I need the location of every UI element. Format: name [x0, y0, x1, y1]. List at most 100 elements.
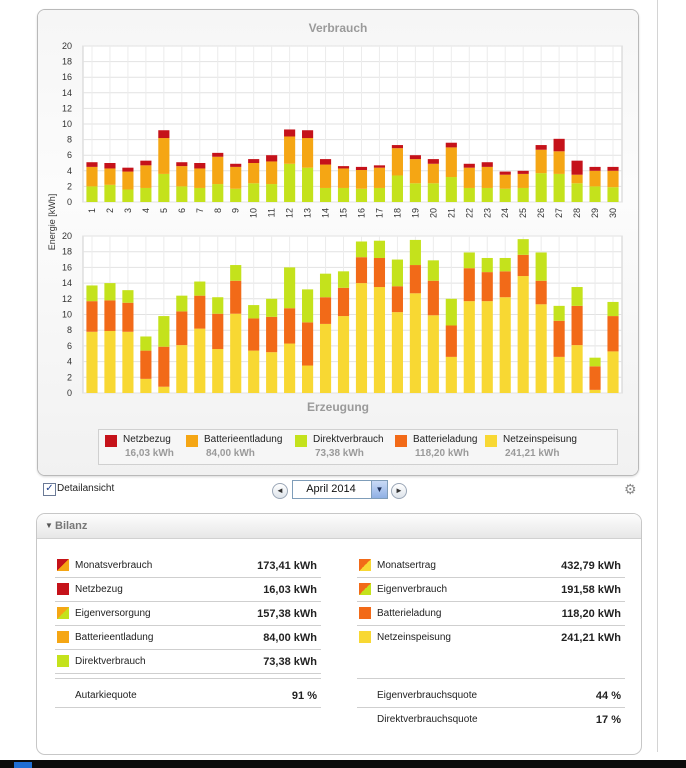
- bilanz-row-batterieladung: Batterieladung 118,20 kWh: [357, 602, 625, 626]
- bar-segment-netzeinspeisung: [158, 386, 170, 393]
- legend-label: Direktverbrauch: [313, 434, 384, 445]
- y-tick-label: 2: [67, 372, 72, 382]
- bilanz-row-direktverbrauchsquote: Direktverbrauchsquote 17 %: [357, 708, 625, 731]
- batterieentladung-icon: [57, 631, 69, 643]
- y-tick-label: 10: [62, 119, 72, 129]
- bar-segment-netzeinspeisung: [248, 350, 260, 393]
- bar-segment-netzbezug: [445, 142, 457, 148]
- previous-month-button[interactable]: ◄: [272, 483, 288, 499]
- bar-segment-batterieladung: [284, 308, 296, 344]
- y-tick-label: 16: [62, 262, 72, 272]
- bar-segment-netzeinspeisung: [589, 389, 601, 393]
- next-month-button[interactable]: ►: [391, 483, 407, 499]
- bar-segment-direktverbrauch: [571, 287, 583, 306]
- bar-segment-direktverbrauch: [266, 298, 278, 317]
- detail-checkbox-label: Detailansicht: [57, 483, 115, 494]
- chart-controls: ✓ Detailansicht ◄ April 2014 ▼ ► ⚙: [0, 478, 686, 500]
- y-tick-label: 14: [62, 278, 72, 288]
- bar-segment-netzbezug: [284, 129, 296, 137]
- bar-segment-netzbezug: [553, 138, 565, 152]
- netzeinspeisung-icon: [359, 631, 371, 643]
- bilanz-header[interactable]: ▼ Bilanz: [37, 514, 641, 539]
- x-tick-label: 4: [141, 208, 151, 213]
- bar-segment-direktverbrauch: [373, 187, 386, 202]
- chart-title-erzeugung: Erzeugung: [307, 400, 369, 414]
- bilanz-row-monatsverbrauch: Monatsverbrauch 173,41 kWh: [55, 554, 321, 578]
- bilanz-row-eigenverbrauch: Eigenverbrauch 191,58 kWh: [357, 578, 625, 602]
- bar-segment-direktverbrauch: [355, 188, 368, 202]
- legend-value: 84,00 kWh: [206, 448, 255, 459]
- netzbezug-icon: [57, 583, 69, 595]
- bar-segment-batterieladung: [212, 313, 224, 350]
- bar-segment-batterieentladung: [140, 165, 152, 188]
- x-tick-label: 2: [105, 208, 115, 213]
- gear-icon[interactable]: ⚙: [624, 481, 637, 497]
- bar-segment-netzbezug: [122, 167, 134, 172]
- bar-segment-direktverbrauch: [355, 241, 368, 258]
- bilanz-label: Eigenverbrauch: [377, 584, 448, 595]
- y-tick-label: 12: [62, 103, 72, 113]
- bilanz-value: 16,03 kWh: [263, 584, 317, 596]
- bar-segment-batterieentladung: [337, 168, 350, 188]
- bilanz-value: 84,00 kWh: [263, 632, 317, 644]
- window-left-margin: [0, 0, 28, 752]
- bar-segment-direktverbrauch: [553, 173, 565, 202]
- bar-segment-netzbezug: [176, 162, 188, 167]
- bilanz-label: Monatsverbrauch: [75, 560, 153, 571]
- x-tick-label: 21: [446, 208, 456, 218]
- chart-legend: Netzbezug 16,03 kWh Batterieentladung 84…: [98, 429, 618, 465]
- bar-segment-direktverbrauch: [337, 271, 350, 288]
- x-tick-label: 11: [267, 208, 277, 217]
- direktverbrauch-icon: [57, 655, 69, 667]
- bilanz-value: 173,41 kWh: [257, 560, 317, 572]
- bar-segment-batterieentladung: [86, 166, 98, 187]
- bar-segment-batterieladung: [122, 302, 134, 332]
- bar-segment-batterieladung: [158, 346, 170, 387]
- bar-segment-batterieentladung: [445, 147, 457, 178]
- legend-label: Netzbezug: [123, 434, 171, 445]
- detail-checkbox[interactable]: ✓: [43, 483, 56, 496]
- bilanz-label: Direktverbrauchsquote: [377, 714, 478, 725]
- bar-segment-netzeinspeisung: [319, 323, 332, 393]
- bilanz-value: 44 %: [595, 690, 621, 702]
- bar-segment-batterieentladung: [571, 174, 583, 184]
- bilanz-label: Batterieentladung: [75, 632, 154, 643]
- bar-segment-netzeinspeisung: [230, 313, 242, 393]
- legend-swatch-direktverbrauch: [295, 435, 307, 447]
- eigenverbrauch-icon: [359, 583, 371, 595]
- bar-segment-direktverbrauch: [553, 305, 565, 321]
- collapse-caret-icon[interactable]: ▼: [45, 521, 53, 530]
- bar-segment-direktverbrauch: [535, 173, 547, 202]
- bar-segment-netzbezug: [589, 166, 601, 171]
- bar-segment-batterieladung: [553, 320, 565, 357]
- month-dropdown[interactable]: April 2014 ▼: [292, 480, 388, 499]
- bar-segment-netzbezug: [571, 160, 583, 175]
- bilanz-row-direktverbrauch: Direktverbrauch 73,38 kWh: [55, 650, 321, 674]
- bar-segment-netzeinspeisung: [140, 378, 152, 393]
- monatsverbrauch-icon: [57, 559, 69, 571]
- y-tick-label: 4: [67, 166, 72, 176]
- y-tick-label: 0: [67, 197, 72, 207]
- bar-segment-batterieentladung: [284, 136, 296, 164]
- bar-segment-direktverbrauch: [194, 187, 206, 202]
- x-tick-label: 25: [518, 208, 528, 218]
- bar-segment-batterieentladung: [319, 164, 332, 188]
- x-tick-label: 30: [608, 208, 618, 218]
- x-tick-label: 16: [356, 208, 366, 218]
- y-tick-label: 8: [67, 325, 72, 335]
- bar-segment-batterieladung: [463, 268, 475, 302]
- bar-segment-batterieladung: [427, 280, 439, 316]
- bilanz-row-monatsertrag: Monatsertrag 432,79 kWh: [357, 554, 625, 578]
- chevron-down-icon[interactable]: ▼: [371, 481, 387, 498]
- legend-swatch-netzeinspeisung: [485, 435, 497, 447]
- bilanz-row-eigenversorgung: Eigenversorgung 157,38 kWh: [55, 602, 321, 626]
- bar-segment-batterieladung: [481, 272, 493, 302]
- bilanz-row-autarkiequote: Autarkiequote 91 %: [55, 684, 321, 708]
- bar-segment-netzbezug: [302, 130, 314, 139]
- bar-segment-netzbezug: [337, 166, 350, 169]
- bar-segment-direktverbrauch: [373, 240, 386, 258]
- bar-segment-direktverbrauch: [122, 189, 134, 202]
- taskbar-start-tile[interactable]: [14, 762, 32, 768]
- bilanz-value: 17 %: [595, 714, 621, 726]
- bar-segment-batterieladung: [86, 301, 98, 332]
